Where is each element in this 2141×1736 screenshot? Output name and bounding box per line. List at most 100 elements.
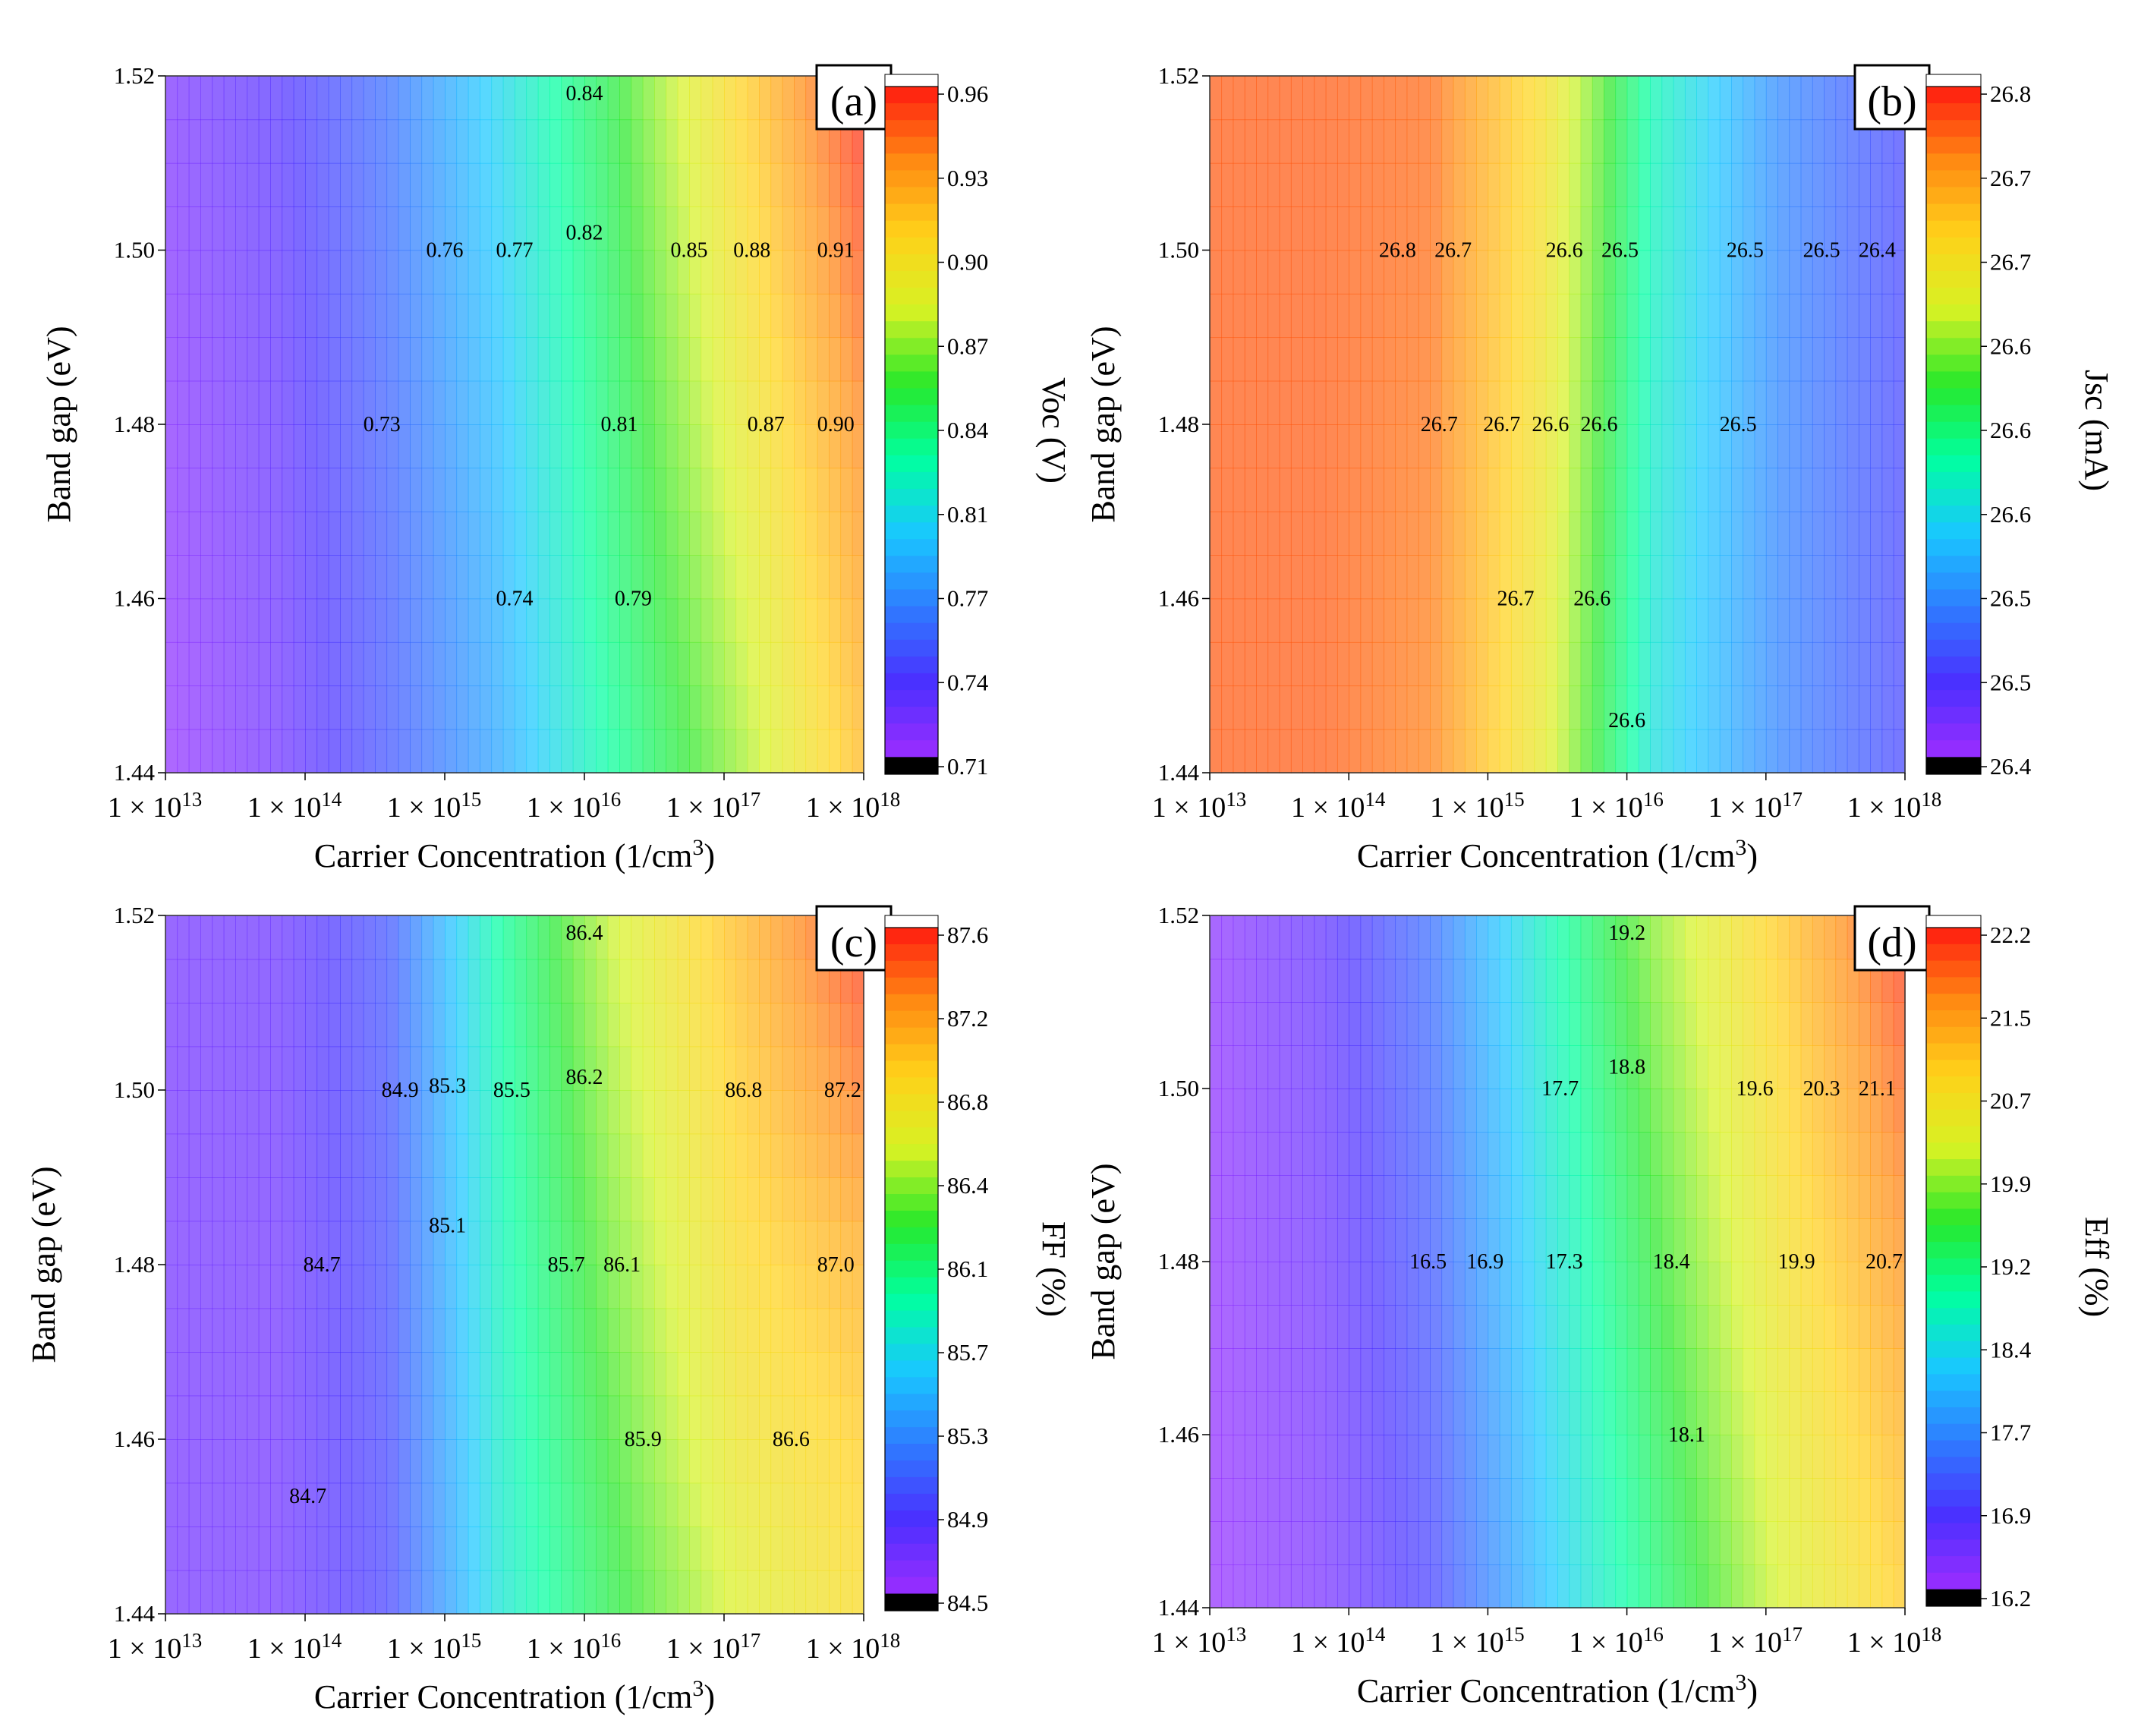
heatmap-cell [1430, 1391, 1443, 1435]
heatmap-cell [282, 424, 294, 469]
contour-label: 84.7 [304, 1253, 341, 1277]
heatmap-cell [1510, 424, 1523, 469]
heatmap-cell [829, 1090, 842, 1135]
heatmap-cell [666, 1439, 679, 1484]
heatmap-cell [1395, 1132, 1408, 1176]
heatmap-cell [502, 1352, 515, 1397]
heatmap-cell [1870, 1348, 1883, 1392]
heatmap-cell [1650, 685, 1663, 730]
colorbar-segment [1926, 1357, 1981, 1375]
heatmap-cell [1210, 76, 1223, 121]
heatmap-cell [561, 424, 574, 469]
heatmap-cell [247, 380, 260, 425]
heatmap-cell [666, 1133, 679, 1178]
contour-label: 26.7 [1421, 413, 1458, 436]
heatmap-cell [293, 162, 306, 207]
heatmap-cell [1557, 1132, 1570, 1176]
heatmap-cell [1592, 1391, 1604, 1435]
heatmap-cell [1441, 337, 1454, 382]
heatmap-cell [572, 1133, 585, 1178]
x-tick-base: 1 × 10 [108, 792, 181, 824]
heatmap-cell [735, 959, 748, 1003]
heatmap-cell [515, 1003, 527, 1048]
heatmap-cell [1881, 380, 1894, 425]
colorbar-segment [885, 1427, 938, 1445]
heatmap-cell [596, 729, 609, 773]
heatmap-cell [1789, 1521, 1802, 1565]
heatmap-cell [1893, 468, 1906, 512]
heatmap-cell [1626, 1002, 1639, 1046]
heatmap-cell [1510, 1045, 1523, 1089]
heatmap-cell [677, 1003, 690, 1048]
heatmap-cell [456, 555, 469, 600]
heatmap-cell [316, 1003, 329, 1048]
heatmap-cell [1765, 424, 1778, 469]
y-tick-label: 1.48 [1158, 1248, 1199, 1274]
heatmap-cell [258, 915, 271, 960]
heatmap-cell [1360, 250, 1373, 295]
heatmap-cell [619, 468, 632, 512]
heatmap-cell [200, 511, 213, 556]
panel-label-box [815, 64, 893, 131]
heatmap-cells [165, 915, 864, 1615]
heatmap-cell [502, 1265, 515, 1309]
x-tick-exponent: 13 [181, 788, 202, 811]
heatmap-cell [1545, 1262, 1558, 1306]
heatmap-cell [386, 1439, 399, 1484]
heatmap-cell [1754, 380, 1767, 425]
heatmap-cell [1290, 1564, 1303, 1608]
heatmap-cell [282, 162, 294, 207]
heatmap-cell [549, 206, 562, 251]
x-tick-base: 1 × 10 [1430, 792, 1503, 824]
heatmap-cell [1592, 76, 1604, 121]
colorbar-tick-label: 0.87 [947, 332, 988, 359]
heatmap-cell [642, 915, 655, 960]
heatmap-cell [852, 729, 864, 773]
heatmap-cell [1453, 1089, 1466, 1133]
heatmap-cell [1406, 206, 1419, 251]
heatmap-cell [375, 76, 388, 121]
heatmap-cell [759, 162, 772, 207]
x-tick-exponent: 13 [1226, 1623, 1246, 1646]
heatmap-cell [340, 206, 353, 251]
heatmap-cell [1314, 729, 1327, 773]
heatmap-cell [177, 1395, 190, 1440]
heatmap-cell [759, 1439, 772, 1484]
heatmap-cell [1650, 511, 1663, 556]
heatmap-cell [1302, 1521, 1315, 1565]
heatmap-cell [689, 1046, 702, 1091]
heatmap-cell [1349, 250, 1362, 295]
heatmap-cell [1754, 1478, 1767, 1522]
heatmap-cell [247, 337, 260, 382]
heatmap-cell [375, 119, 388, 164]
heatmap-cell [782, 1046, 795, 1091]
heatmap-cell [1673, 1305, 1686, 1349]
heatmap-cell [1464, 1521, 1477, 1565]
heatmap-cell [1557, 380, 1570, 425]
colorbar-segment [1926, 1489, 1981, 1508]
heatmap-cell [712, 1439, 725, 1484]
heatmap-cell [840, 1395, 853, 1440]
heatmap-cell [607, 206, 620, 251]
heatmap-cell [1580, 641, 1593, 687]
heatmap-cell [363, 641, 376, 687]
heatmap-cell [1824, 1002, 1837, 1046]
heatmap-cell [1777, 598, 1790, 643]
heatmap-cell [1384, 685, 1396, 730]
x-tick-label: 1 × 1017 [666, 1629, 760, 1665]
heatmap-cell [375, 293, 388, 339]
heatmap-cell [1279, 1564, 1292, 1608]
heatmap-cell [1476, 1305, 1489, 1349]
heatmap-cell [537, 1046, 550, 1091]
heatmap-cell [1893, 206, 1906, 251]
heatmap-cell [1650, 1435, 1663, 1479]
heatmap-cell [328, 1265, 341, 1309]
heatmap-cell [375, 685, 388, 730]
heatmap-cell [1256, 468, 1269, 512]
heatmap-cell [363, 685, 376, 730]
heatmap-cell [1743, 424, 1755, 469]
heatmap-cell [1731, 1478, 1744, 1522]
heatmap-cell [1441, 598, 1454, 643]
heatmap-cell [794, 685, 807, 730]
contour-label: 21.1 [1859, 1077, 1896, 1101]
